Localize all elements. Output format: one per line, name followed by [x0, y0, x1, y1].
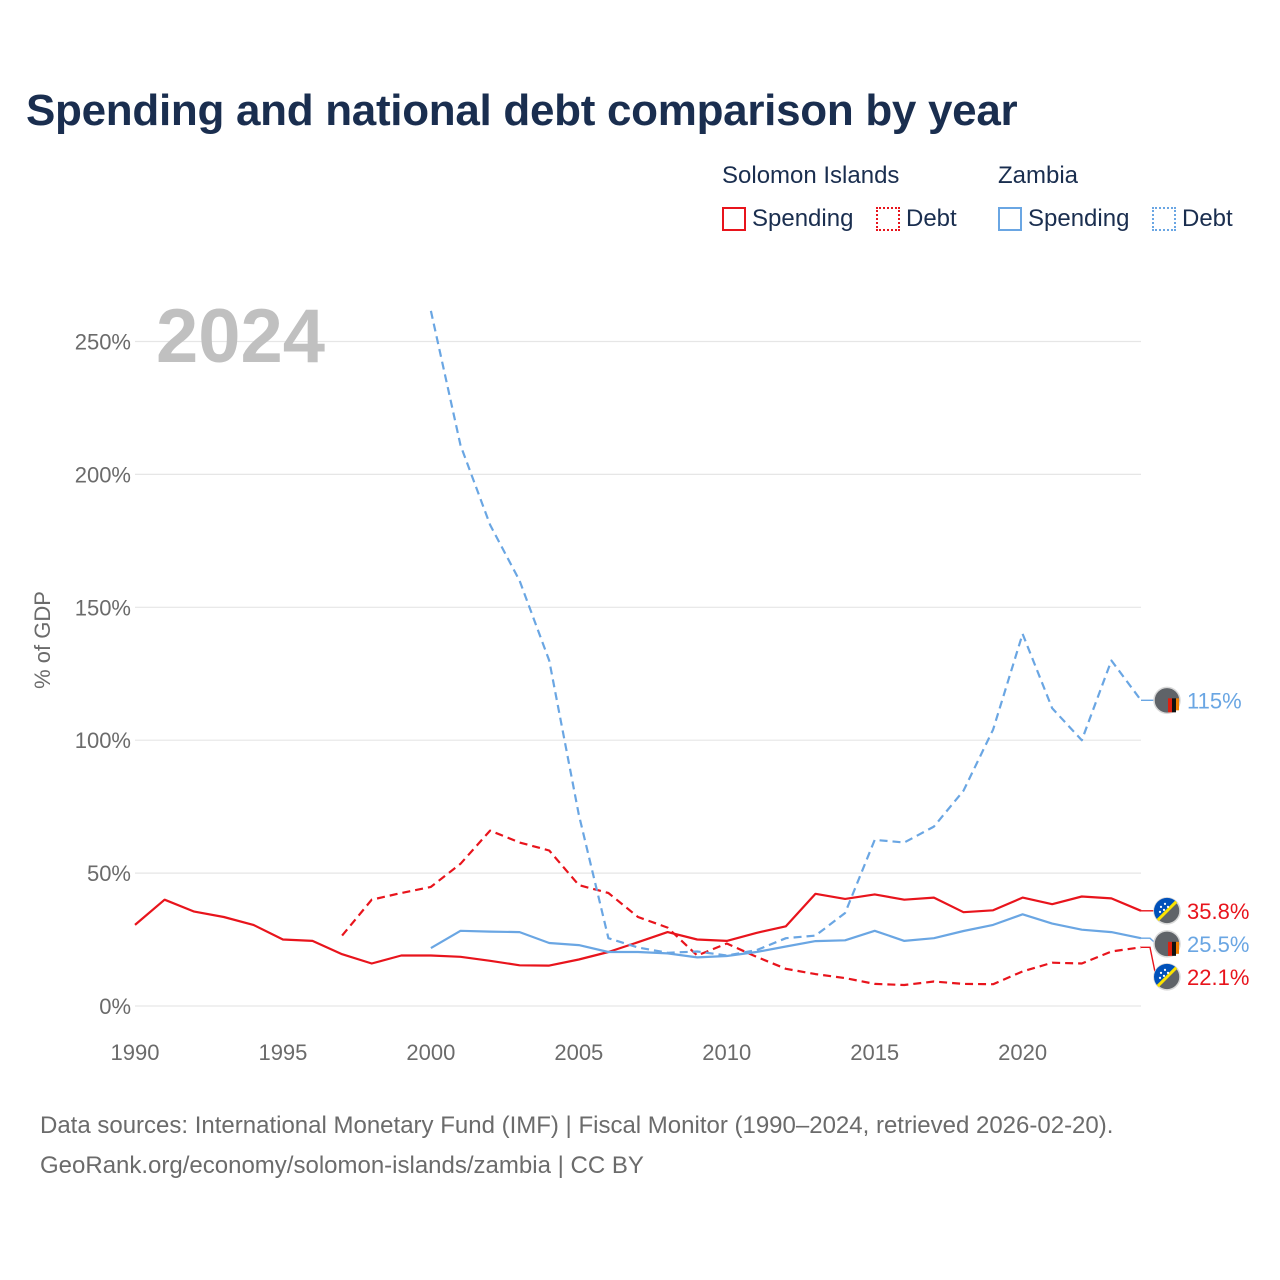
legend-group-solomon-islands: Solomon Islands — [722, 162, 900, 189]
legend-label: Spending — [752, 205, 854, 232]
y-tick-label: 200% — [75, 462, 131, 487]
legend-label: Debt — [1182, 205, 1233, 232]
x-tick-label: 1995 — [258, 1040, 307, 1065]
end-label-leader — [1141, 946, 1157, 977]
x-tick-label: 2005 — [554, 1040, 603, 1065]
series-line-solomon-islands-debt[interactable] — [341, 829, 1142, 987]
series-line-solomon-islands-spending[interactable] — [134, 892, 1142, 967]
x-tick-label: 2010 — [702, 1040, 751, 1065]
y-tick-label: 100% — [75, 728, 131, 753]
legend-label: Debt — [906, 205, 957, 232]
line-chart: 2024 0% 50% 100% 150% 200% 250% 1990 1995 2000 20… — [30, 294, 1249, 1066]
chart-title: Spending and national debt comparison by… — [26, 86, 1018, 135]
axes: 0% 50% 100% 150% 200% 250% 1990 1995 2000 2005 201… — [75, 330, 1047, 1066]
end-labels: 115% 35.8% 25.5% 22.1% — [1141, 686, 1249, 991]
legend-solomon-debt[interactable]: Debt — [876, 204, 957, 234]
end-value-label: 35.8% — [1187, 899, 1249, 924]
gridlines — [135, 340, 1141, 1007]
solomon-islands-flag-icon — [1153, 897, 1181, 925]
x-tick-label: 2015 — [850, 1040, 899, 1065]
legend-swatch-solid-blue — [998, 207, 1022, 231]
x-tick-label: 2020 — [998, 1040, 1047, 1065]
zambia-flag-icon — [1153, 930, 1181, 958]
source-note: Data sources: International Monetary Fun… — [40, 1106, 1113, 1186]
x-tick-label: 2000 — [406, 1040, 455, 1065]
legend-label: Spending — [1028, 205, 1130, 232]
series-line-zambia-spending[interactable] — [430, 913, 1142, 959]
year-watermark: 2024 — [156, 294, 325, 379]
end-value-label: 22.1% — [1187, 965, 1249, 990]
legend-swatch-solid-red — [722, 207, 746, 231]
y-tick-label: 0% — [99, 994, 131, 1019]
legend-zambia-spending[interactable]: Spending — [998, 204, 1129, 234]
series — [134, 310, 1142, 987]
zambia-flag-icon — [1153, 686, 1181, 715]
legend-zambia-debt[interactable]: Debt — [1152, 204, 1233, 234]
y-tick-label: 150% — [75, 595, 131, 620]
y-tick-label: 50% — [87, 861, 131, 886]
source-line-2[interactable]: GeoRank.org/economy/solomon-islands/zamb… — [40, 1152, 644, 1179]
end-value-label: 25.5% — [1187, 932, 1249, 957]
legend-swatch-dotted-blue — [1152, 207, 1176, 231]
y-axis-title: % of GDP — [30, 591, 55, 689]
solomon-islands-flag-icon — [1153, 963, 1181, 991]
legend-solomon-spending[interactable]: Spending — [722, 204, 853, 234]
end-value-label: 115% — [1187, 688, 1242, 713]
legend-group-zambia: Zambia — [998, 162, 1079, 189]
source-line-1: Data sources: International Monetary Fun… — [40, 1112, 1114, 1139]
x-tick-label: 1990 — [111, 1040, 160, 1065]
series-line-zambia-debt[interactable] — [429, 310, 1142, 957]
legend-swatch-dotted-red — [876, 207, 900, 231]
y-tick-label: 250% — [75, 330, 131, 355]
